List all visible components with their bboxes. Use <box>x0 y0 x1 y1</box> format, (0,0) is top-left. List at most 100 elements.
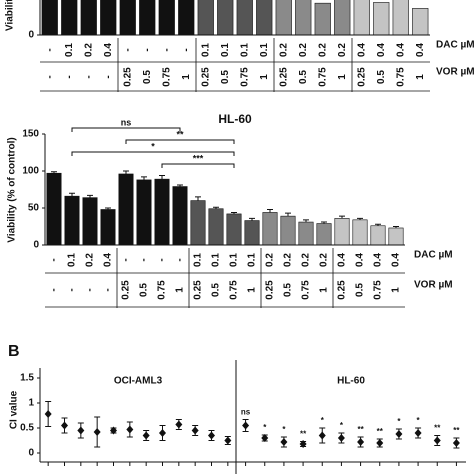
bar <box>280 215 296 246</box>
error-bar <box>231 211 237 214</box>
significance-bracket <box>71 127 181 132</box>
x-tick-label: 1 <box>391 287 402 293</box>
x-tick-label: 0.4 <box>395 43 406 57</box>
x-tick-label: - <box>44 75 55 78</box>
point <box>175 420 183 429</box>
point <box>142 431 150 440</box>
bar <box>392 0 409 36</box>
bar <box>172 186 188 246</box>
x-tick-label: - <box>103 288 114 291</box>
bar <box>295 0 312 36</box>
significance-bracket <box>125 139 235 144</box>
point <box>376 439 384 447</box>
x-tick-label: 0.4 <box>415 43 426 57</box>
x-tick-label: 0.4 <box>373 253 384 267</box>
x-tick-label: 0.5 <box>211 283 222 297</box>
x-tick-label: 0.4 <box>376 43 387 57</box>
x-tick-label: 0.5 <box>142 70 153 84</box>
x-tick-label: 0.2 <box>283 253 294 267</box>
point <box>61 421 68 430</box>
significance-label: ** <box>377 427 384 436</box>
x-tick-label: 0.2 <box>85 253 96 267</box>
point <box>318 431 326 440</box>
point <box>208 431 215 440</box>
significance-bracket <box>71 151 235 156</box>
y-tick-label: 0 <box>28 448 34 459</box>
x-tick-label: 0.5 <box>283 283 294 297</box>
bar <box>61 0 78 36</box>
x-tick-label: 0.75 <box>317 67 328 87</box>
point <box>93 428 101 436</box>
significance-label: ** <box>453 426 460 435</box>
x-tick-label: 0.75 <box>239 67 250 87</box>
x-tick-label: 0.1 <box>239 43 250 57</box>
bar <box>334 0 351 36</box>
x-tick-label: 0.1 <box>259 43 270 57</box>
y-tick-label: 50 <box>28 203 40 214</box>
error-bar <box>105 207 111 210</box>
point <box>395 430 403 438</box>
x-tick-label: - <box>175 258 186 261</box>
significance-label: ** <box>357 425 364 434</box>
x-tick-label: - <box>157 258 168 261</box>
error-bar <box>159 174 165 180</box>
significance-label: * <box>282 425 286 434</box>
y-tick-label: 0 <box>33 240 39 251</box>
x-tick-label: 0.4 <box>103 253 114 267</box>
bar <box>314 2 331 36</box>
x-tick-label: - <box>181 48 192 51</box>
x-tick-label: - <box>142 48 153 51</box>
point <box>159 429 166 437</box>
bar <box>275 0 292 36</box>
point <box>191 426 199 435</box>
bar <box>100 0 117 36</box>
point <box>110 426 117 435</box>
row-name: DAC µM <box>414 250 453 261</box>
point <box>414 429 422 437</box>
bar <box>244 220 260 246</box>
x-tick-label: 0.25 <box>278 67 289 87</box>
row-name: DAC µM <box>436 40 474 51</box>
error-bar <box>213 206 219 209</box>
error-bar <box>393 226 399 228</box>
bar <box>41 0 58 36</box>
x-tick-label: - <box>83 75 94 78</box>
bar <box>197 0 214 36</box>
bar <box>388 227 404 246</box>
bar <box>118 173 134 246</box>
error-bar <box>285 212 291 217</box>
bar <box>298 221 314 246</box>
x-tick-label: 0.75 <box>229 280 240 300</box>
y-tick-label: 1 <box>28 398 34 409</box>
x-tick-label: 0.1 <box>193 253 204 267</box>
x-tick-label: 0.5 <box>139 283 150 297</box>
point <box>433 436 441 445</box>
y-tick-label: 0.5 <box>20 423 34 434</box>
x-tick-label: 1 <box>181 74 192 80</box>
x-tick-label: 1 <box>247 287 258 293</box>
x-tick-label: 1 <box>319 287 330 293</box>
bar <box>262 212 278 246</box>
significance-bracket <box>161 163 235 168</box>
x-tick-label: 0.25 <box>337 280 348 300</box>
x-tick-label: - <box>103 75 114 78</box>
x-tick-label: - <box>121 258 132 261</box>
x-tick-label: 0.4 <box>355 253 366 267</box>
x-tick-label: 0.75 <box>301 280 312 300</box>
y-tick-label: 100 <box>22 166 39 177</box>
x-tick-label: 0.25 <box>200 67 211 87</box>
point <box>452 439 460 447</box>
x-tick-label: - <box>67 288 78 291</box>
x-tick-label: 0.2 <box>265 253 276 267</box>
point <box>224 436 232 445</box>
point <box>299 440 307 448</box>
x-tick-label: 0.4 <box>391 253 402 267</box>
panel-label: B <box>8 343 20 360</box>
x-tick-label: - <box>49 288 60 291</box>
bar <box>64 195 80 246</box>
significance-label: * <box>151 141 155 151</box>
point <box>77 426 85 435</box>
x-tick-label: 0.5 <box>355 283 366 297</box>
bar <box>353 0 370 36</box>
y-axis-label: CI value <box>9 390 20 429</box>
